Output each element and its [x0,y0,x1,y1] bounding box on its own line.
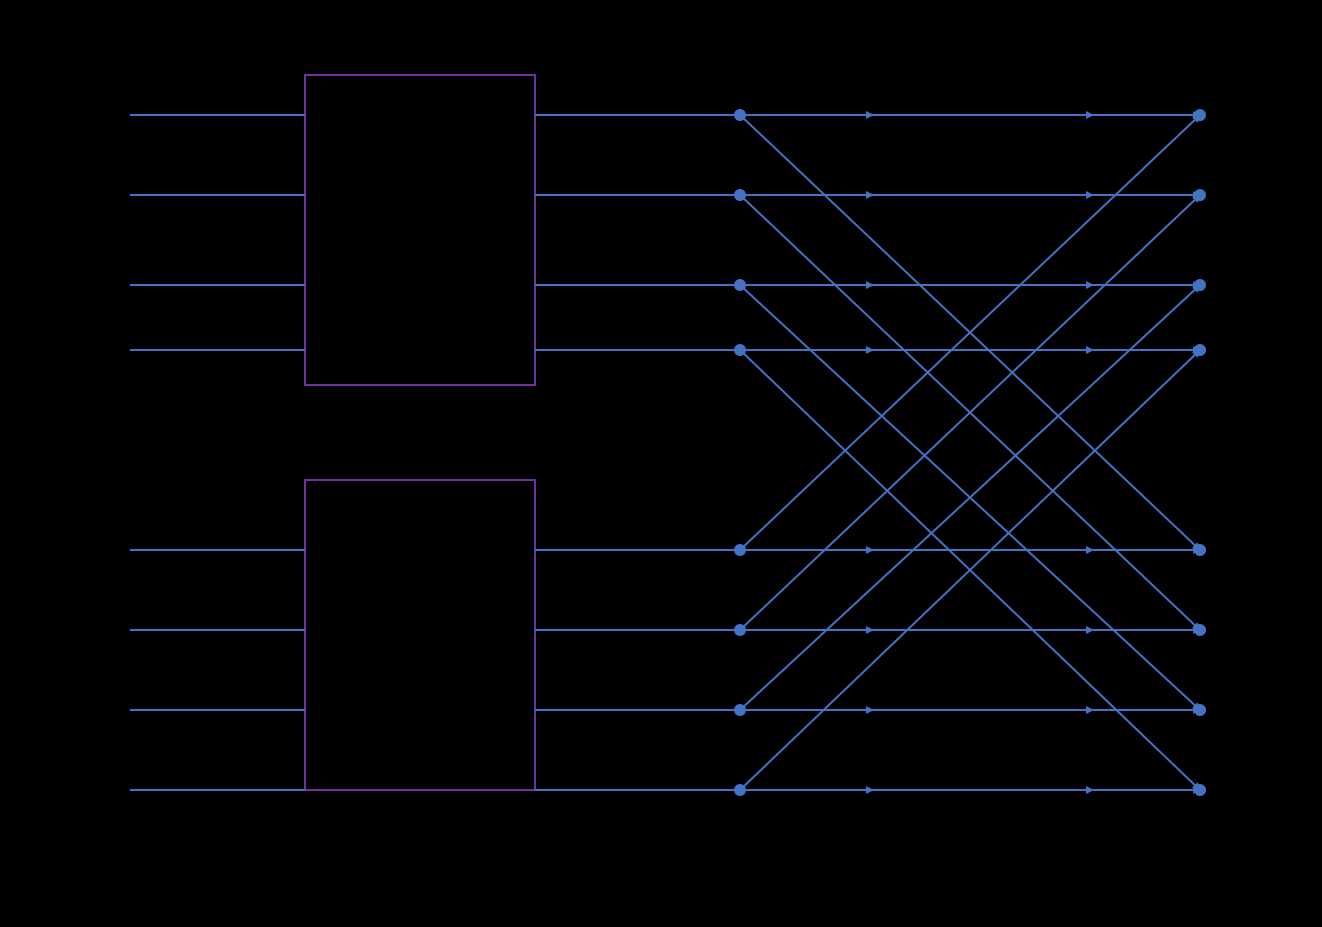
input-label-4: x(1) [74,535,115,562]
output-label-6: y(6) [1220,695,1261,722]
output-label-1: y(1) [1220,180,1261,207]
out-node-5 [1194,624,1206,636]
input-label-5: x(3) [74,615,115,642]
input-label-1: x(2) [74,180,115,207]
out-node-3 [1194,344,1206,356]
output-label-7: y(7) [1220,775,1261,802]
mid-label-2: x(2) [719,248,760,275]
out-node-6 [1194,704,1206,716]
output-label-4: y(4) [1220,535,1261,562]
mid-label-3: x(3) [719,313,760,340]
box-label-dft1: DFT₁ [388,217,452,248]
out-node-7 [1194,784,1206,796]
fft-butterfly-diagram: DFT₁ DFT₂ x(0) x(0) x(2) x(1) x(4) x(2) x(6) x(3)… [0,0,1322,927]
mid-label-1: x(1) [719,158,760,185]
out-node-4 [1194,544,1206,556]
output-label-2: y(2) [1220,270,1261,297]
input-label-7: x(7) [74,775,115,802]
input-label-6: x(5) [74,695,115,722]
output-label-5: y(5) [1220,615,1261,642]
input-label-0: x(0) [74,100,115,127]
box-label-dft2: DFT₂ [387,622,452,653]
output-label-0: y(0) [1220,100,1261,127]
out-node-1 [1194,189,1206,201]
input-label-3: x(6) [74,335,115,362]
input-label-2: x(4) [74,270,115,297]
output-label-3: y(3) [1220,335,1261,362]
out-node-2 [1194,279,1206,291]
mid-label-0: x(0) [719,78,760,105]
out-node-0 [1194,109,1206,121]
